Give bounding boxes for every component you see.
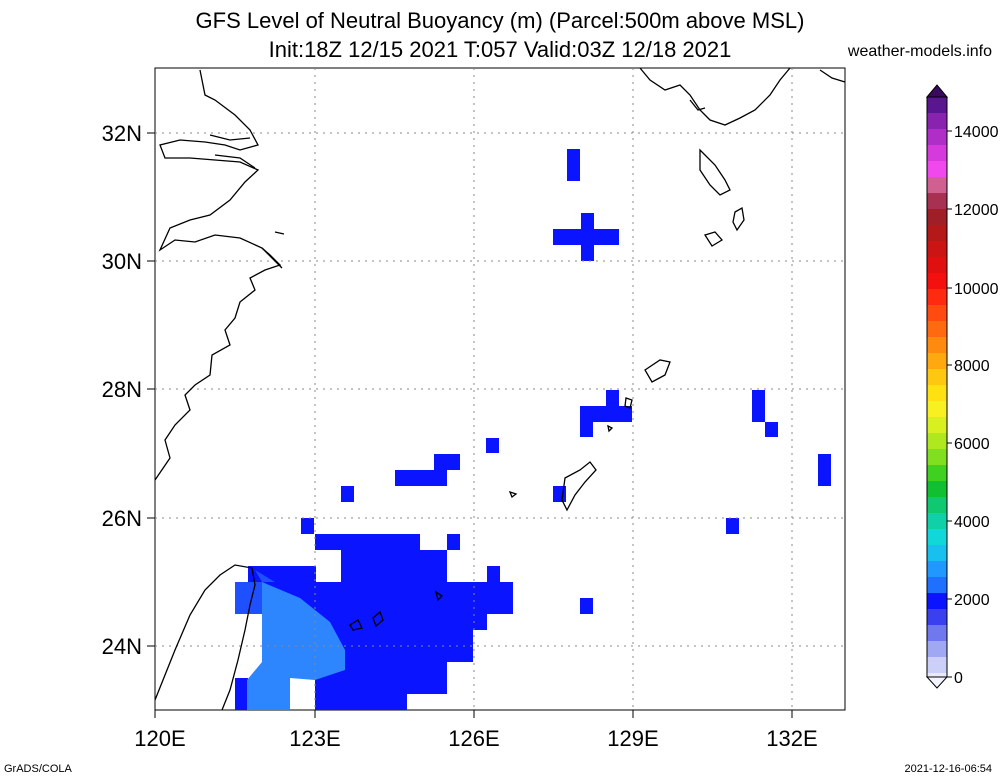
colorbar-label-0: 0	[954, 670, 963, 687]
map-subtitle: Init:18Z 12/15 2021 T:057 Valid:03Z 12/1…	[268, 37, 732, 62]
lon-label-123e: 123E	[289, 726, 340, 751]
colorbar-label-4000: 4000	[954, 514, 990, 531]
lat-label-32n: 32N	[102, 121, 142, 146]
site-credit: weather-models.info	[847, 43, 992, 60]
colorbar-label-14000: 14000	[954, 124, 999, 141]
colorbar	[925, 84, 952, 689]
colorbar-label-10000: 10000	[954, 281, 999, 298]
lon-label-120e: 120E	[134, 726, 185, 751]
lat-label-26n: 26N	[102, 506, 142, 531]
lat-label-28n: 28N	[102, 377, 142, 402]
lon-label-132e: 132E	[766, 726, 817, 751]
lat-label-24n: 24N	[102, 634, 142, 659]
footer-credit: GrADS/COLA	[4, 763, 72, 775]
colorbar-label-8000: 8000	[954, 358, 990, 375]
graticule	[155, 68, 845, 710]
map-title: GFS Level of Neutral Buoyancy (m) (Parce…	[195, 8, 805, 33]
lat-label-30n: 30N	[102, 249, 142, 274]
lon-label-126e: 126E	[448, 726, 499, 751]
coastlines	[154, 67, 846, 711]
colorbar-label-12000: 12000	[954, 202, 999, 219]
map-canvas: 120E 123E 126E 129E 132E 32N 30N 28N 26N…	[102, 67, 999, 751]
lon-label-129e: 129E	[607, 726, 658, 751]
colorbar-label-6000: 6000	[954, 436, 990, 453]
footer-timestamp: 2021-12-16-06:54	[904, 763, 992, 775]
colorbar-label-2000: 2000	[954, 592, 990, 609]
